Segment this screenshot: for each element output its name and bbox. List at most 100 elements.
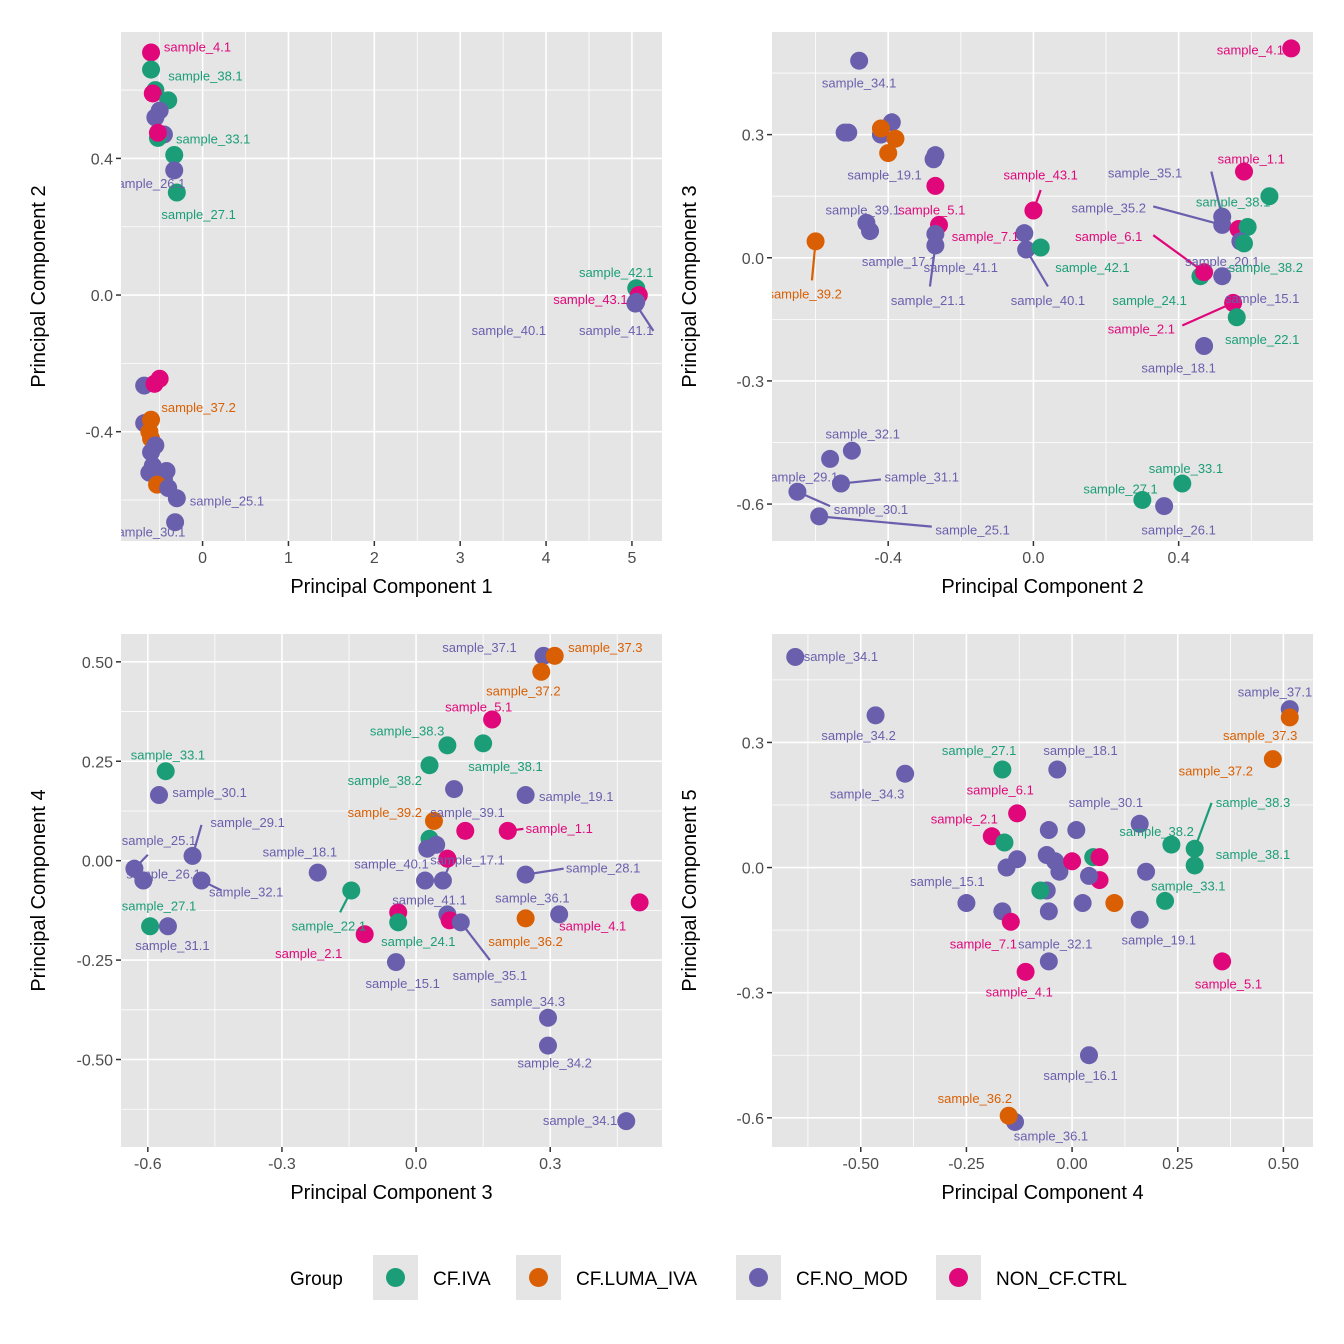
- data-point: [1195, 263, 1214, 282]
- point-label: sample_36.2: [488, 934, 562, 949]
- point-label: sample_34.3: [491, 994, 565, 1009]
- data-point: [1133, 490, 1152, 509]
- point-label: sample_15.1: [1225, 291, 1299, 306]
- legend-key-marker: [949, 1268, 968, 1287]
- y-tick-label: -0.4: [85, 425, 113, 442]
- y-tick-label: 0.0: [742, 251, 764, 268]
- x-tick-label: 3: [456, 550, 465, 567]
- point-label: sample_32.1: [1018, 937, 1092, 952]
- y-tick-label: 0.25: [82, 754, 113, 771]
- legend: Group CF.IVA CF.LUMA_IVA CF.NO_MOD NON_CF.C…: [290, 1255, 1127, 1300]
- point-label: sample_18.1: [1043, 743, 1117, 758]
- point-label: sample_22.1: [1225, 332, 1299, 347]
- point-label: sample_30.1: [111, 524, 185, 539]
- point-label: sample_34.1: [822, 75, 896, 90]
- point-label: sample_37.3: [568, 640, 642, 655]
- point-label: sample_18.1: [1141, 361, 1215, 376]
- y-tick-label: -0.3: [736, 986, 764, 1003]
- label-leader-line: [1152, 234, 1205, 274]
- data-point: [451, 913, 470, 932]
- data-point: [150, 786, 169, 805]
- data-point: [831, 474, 850, 493]
- data-point: [926, 236, 945, 255]
- panel-3: -0.6 -0.3 0.0 0.3 0.50 0.25 0.00 -0.25 -0.50 Prin…: [28, 634, 662, 1204]
- data-point: [1015, 224, 1034, 243]
- point-label: sample_33.1: [176, 132, 250, 147]
- label-leader-line: [1181, 301, 1234, 327]
- data-point: [866, 706, 885, 725]
- point-label: sample_19.1: [539, 789, 613, 804]
- legend-key-marker: [749, 1268, 768, 1287]
- point-label: sample_5.1: [898, 203, 965, 218]
- data-point: [997, 858, 1016, 877]
- data-point: [150, 369, 169, 388]
- data-point: [1079, 866, 1098, 885]
- data-point: [438, 736, 457, 755]
- point-label: sample_34.1: [804, 649, 878, 664]
- legend-entry-label: CF.NO_MOD: [796, 1269, 908, 1290]
- legend-entry-label: NON_CF.CTRL: [996, 1269, 1127, 1290]
- plot-area: sample_34.1 sample_34.2 sample_34.3 sample_…: [786, 647, 1312, 1144]
- legend-entry-non-cf-ctrl: NON_CF.CTRL: [936, 1255, 1127, 1300]
- x-tick-label: -0.4: [874, 550, 902, 567]
- x-tick-label: 1: [284, 550, 293, 567]
- data-point: [1050, 862, 1069, 881]
- data-point: [165, 145, 184, 164]
- point-label: sample_26.1: [126, 867, 200, 882]
- point-label: sample_40.1: [472, 323, 546, 338]
- point-label: sample_39.1: [430, 805, 504, 820]
- point-label: sample_33.1: [131, 747, 205, 762]
- point-label: sample_38.1: [1216, 847, 1290, 862]
- y-tick-label: 0.4: [91, 151, 113, 168]
- data-point: [861, 222, 880, 241]
- legend-entry-label: CF.IVA: [433, 1269, 491, 1290]
- data-point: [1008, 804, 1027, 823]
- point-label: sample_17.1: [430, 853, 504, 868]
- y-axis-title: Principal Component 4: [28, 789, 50, 991]
- point-label: sample_18.1: [263, 845, 337, 860]
- data-point: [1130, 814, 1149, 833]
- point-label: sample_38.1: [468, 759, 542, 774]
- data-point: [879, 144, 898, 163]
- data-point: [1039, 952, 1058, 971]
- y-tick-label: 0.0: [91, 288, 113, 305]
- data-point: [1067, 821, 1086, 840]
- point-label: sample_2.1: [931, 812, 998, 827]
- data-point: [1017, 240, 1036, 259]
- point-label: sample_2.1: [1108, 322, 1175, 337]
- x-tick-label: -0.50: [843, 1156, 880, 1173]
- y-tick-label: 0.00: [82, 854, 113, 871]
- plot-area: sample_4.1 sample_38.1 sample_33.1 sample_2…: [111, 39, 655, 539]
- point-label: sample_42.1: [579, 265, 653, 280]
- point-label: sample_25.1: [190, 494, 264, 509]
- data-point: [1039, 821, 1058, 840]
- point-label: sample_1.1: [1218, 151, 1285, 166]
- point-label: sample_34.1: [543, 1113, 617, 1128]
- x-tick-label: 0.00: [1057, 1156, 1088, 1173]
- point-label: sample_19.1: [1122, 933, 1196, 948]
- point-label: sample_27.1: [942, 743, 1016, 758]
- data-point: [498, 821, 517, 840]
- point-label: sample_6.1: [1075, 229, 1142, 244]
- data-point: [626, 294, 645, 313]
- data-point: [1024, 201, 1043, 220]
- x-tick-label: 0.25: [1162, 1156, 1193, 1173]
- data-point: [1263, 750, 1282, 769]
- data-point: [926, 176, 945, 195]
- point-label: sample_39.2: [767, 287, 841, 302]
- point-label: sample_4.1: [164, 39, 231, 54]
- data-point: [1213, 952, 1232, 971]
- data-point: [438, 849, 457, 868]
- point-label: sample_25.1: [935, 523, 1009, 538]
- data-point: [1282, 39, 1301, 58]
- point-label: sample_4.1: [559, 918, 626, 933]
- y-tick-label: -0.25: [77, 953, 114, 970]
- point-label: sample_27.1: [1083, 482, 1157, 497]
- point-label: sample_37.1: [442, 640, 516, 655]
- x-tick-label: -0.3: [268, 1156, 296, 1173]
- point-label: sample_24.1: [1112, 293, 1186, 308]
- data-point: [1039, 902, 1058, 921]
- data-point: [167, 489, 186, 508]
- point-label: sample_37.2: [1179, 764, 1253, 779]
